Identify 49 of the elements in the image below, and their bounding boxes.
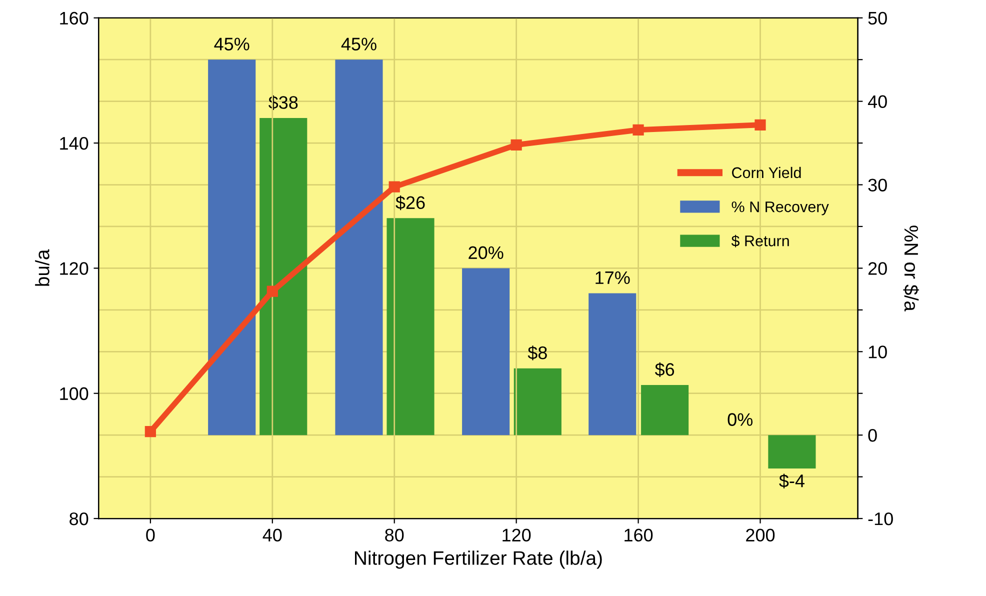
x-tick-label: 160 xyxy=(624,528,653,542)
data-label: 0% xyxy=(728,413,753,426)
x-tick-label: 0 xyxy=(146,528,155,542)
data-label: 45% xyxy=(214,38,250,50)
x-axis-title: Nitrogen Fertilizer Rate (lb/a) xyxy=(355,550,602,569)
y-tick-label: 100 xyxy=(60,387,88,400)
bar xyxy=(588,293,636,436)
bar xyxy=(335,60,383,436)
y-axis-title: bu/a xyxy=(35,249,50,286)
data-label: 45% xyxy=(341,38,376,50)
legend-label: % N Recovery xyxy=(732,201,829,216)
bar xyxy=(208,60,256,436)
x-tick-label: 80 xyxy=(385,528,404,542)
bar xyxy=(514,368,562,436)
point xyxy=(632,124,644,136)
legend-label: $ Return xyxy=(731,234,789,248)
y2-tick-label: 40 xyxy=(868,95,887,108)
bar xyxy=(386,218,434,436)
point xyxy=(754,119,766,130)
data-label: $38 xyxy=(268,95,298,110)
x-tick-label: 40 xyxy=(262,528,282,542)
y-tick-label: 140 xyxy=(60,136,88,150)
y2-tick-label: 20 xyxy=(868,262,887,275)
point xyxy=(510,139,522,150)
bar xyxy=(462,268,510,436)
data-label: 17% xyxy=(596,271,630,284)
x-tick-label: 120 xyxy=(502,528,531,542)
y2-tick-label: 0 xyxy=(868,429,877,442)
x-tick-label: 200 xyxy=(746,528,775,542)
y2-tick-label: 10 xyxy=(868,346,887,358)
y2-tick-label: 30 xyxy=(868,178,887,192)
data-label: $6 xyxy=(654,362,674,377)
y-tick-label: 120 xyxy=(60,262,88,275)
legend-label: Corn Yield xyxy=(732,166,801,178)
y2-axis-title: %N or $/a xyxy=(903,226,919,312)
bar xyxy=(768,435,816,468)
y-tick-label: 160 xyxy=(60,12,88,25)
point xyxy=(388,181,400,192)
y-tick-label: 80 xyxy=(70,512,88,526)
data-label: $26 xyxy=(396,195,425,210)
point xyxy=(144,426,156,438)
y2-tick-label: 50 xyxy=(868,12,887,25)
point xyxy=(266,286,278,297)
data-label: $8 xyxy=(528,346,547,360)
y2-tick-label: -10 xyxy=(868,512,893,526)
bar xyxy=(260,118,308,436)
bar xyxy=(641,385,689,436)
data-label: $-4 xyxy=(779,474,804,488)
data-label: 20% xyxy=(468,246,504,260)
